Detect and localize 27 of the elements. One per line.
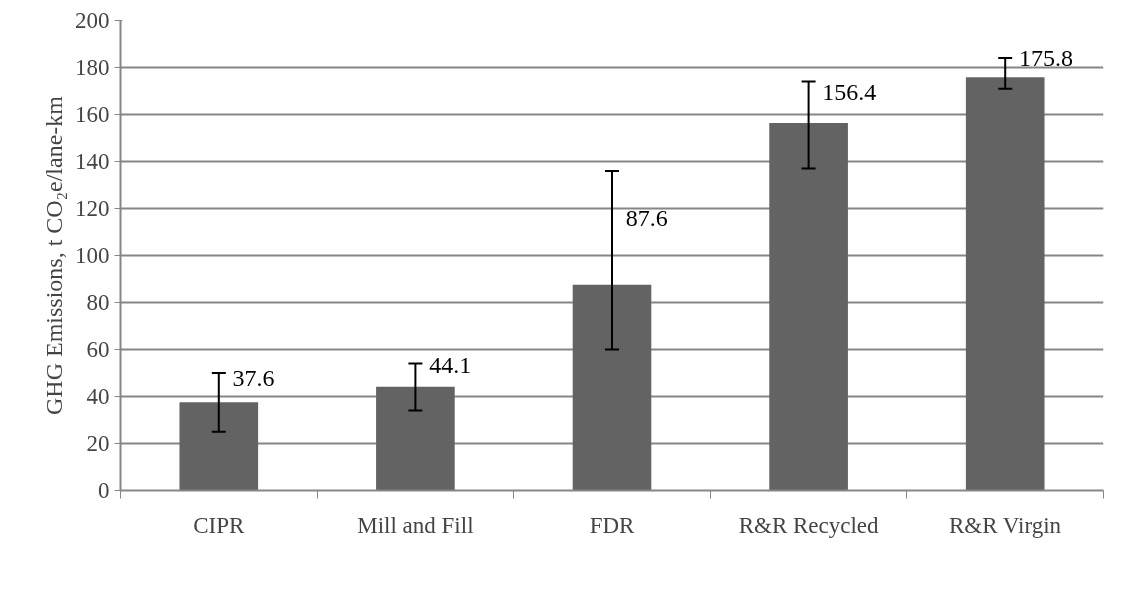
data-label: 175.8	[1018, 44, 1073, 71]
y-axis-title: GHG Emissions, t CO₂e/lane-km	[41, 95, 67, 415]
bar	[769, 122, 848, 491]
y-tick-label: 80	[86, 290, 110, 315]
x-tick-label: Mill and Fill	[357, 512, 474, 538]
data-label: 44.1	[429, 352, 472, 379]
data-label: 87.6	[625, 204, 668, 231]
y-tick-label: 0	[98, 478, 110, 503]
bar	[965, 77, 1045, 491]
data-label: 37.6	[232, 364, 275, 391]
y-tick-label: 120	[75, 196, 110, 221]
y-tick-label: 20	[86, 431, 110, 456]
y-tick-label: 160	[75, 102, 110, 127]
y-tick-label: 40	[86, 384, 110, 409]
x-tick-label: FDR	[589, 512, 636, 538]
bar	[179, 402, 259, 491]
x-tick-label: CIPR	[193, 512, 246, 538]
y-tick-label: 60	[86, 337, 110, 362]
y-tick-label: 180	[75, 55, 110, 80]
y-tick-label: 140	[75, 149, 110, 174]
y-tick-label: 200	[75, 8, 110, 33]
data-label: 156.4	[822, 79, 877, 106]
bar	[572, 284, 652, 491]
x-tick-label: R&R Recycled	[738, 512, 880, 538]
y-tick-label: 100	[75, 243, 110, 268]
bar	[376, 386, 455, 491]
x-tick-label: R&R Virgin	[948, 512, 1062, 538]
